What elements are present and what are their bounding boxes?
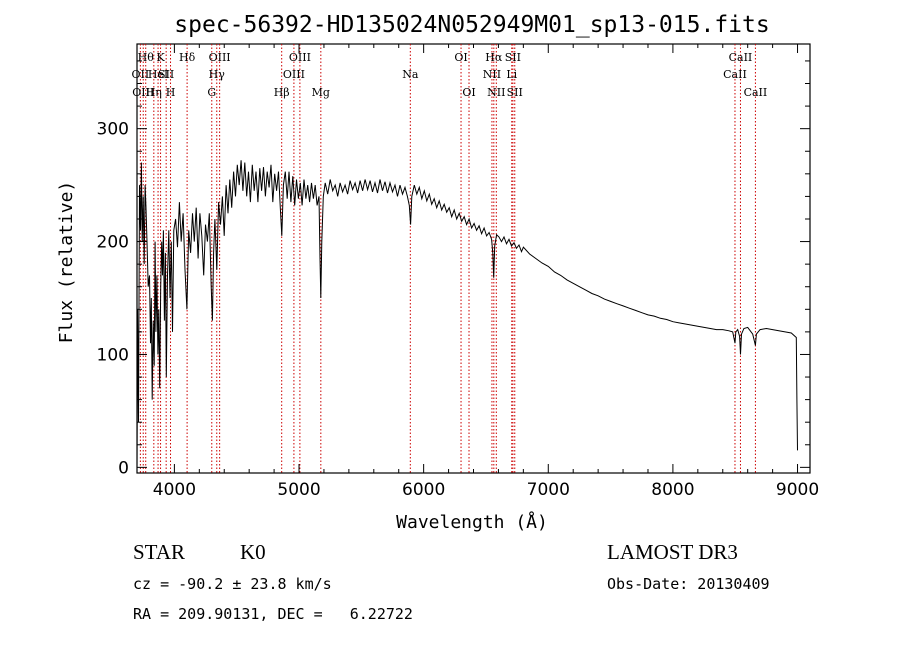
- line-marker-label: CaII: [744, 86, 768, 99]
- y-axis-label: Flux (relative): [56, 181, 77, 344]
- x-tick-label: 9000: [776, 480, 819, 500]
- y-tick-label: 200: [97, 233, 129, 253]
- spectrum-line: [136, 160, 798, 468]
- line-marker-label: Hβ: [274, 86, 290, 99]
- line-marker-label: OI: [454, 51, 467, 64]
- redshift-text: cz = -90.2 ± 23.8 km/s: [133, 575, 332, 593]
- object-class: STAR: [133, 540, 185, 564]
- line-marker-label: CaII: [729, 51, 753, 64]
- y-tick-label: 100: [97, 345, 129, 365]
- line-marker-label: G: [207, 86, 216, 99]
- axis-ticks: 4000 5000 6000 7000 8000 9000 0 100 200 300: [97, 44, 819, 500]
- line-marker-label: Hδ: [179, 51, 196, 64]
- line-marker-label: SII: [505, 51, 521, 64]
- line-marker-label: NII: [483, 68, 501, 81]
- x-tick-label: 8000: [651, 480, 694, 500]
- line-marker-label: SII: [158, 68, 174, 81]
- line-marker-label: Hγ: [209, 68, 226, 81]
- line-marker-label: Na: [402, 68, 419, 81]
- x-tick-label: 7000: [527, 480, 570, 500]
- line-marker-label: CaII: [723, 68, 747, 81]
- object-subclass: K0: [240, 540, 266, 564]
- coordinates-text: RA = 209.90131, DEC = 6.22722: [133, 605, 413, 623]
- line-marker-label: H: [166, 86, 176, 99]
- line-marker-label: OIII: [283, 68, 305, 81]
- obs-date-text: Obs-Date: 20130409: [607, 575, 770, 593]
- line-marker-group: [139, 44, 756, 473]
- x-axis-label: Wavelength (Å): [396, 511, 548, 533]
- x-tick-label: 5000: [277, 480, 320, 500]
- plot-frame: [136, 43, 811, 474]
- line-marker-label: OII: [132, 68, 150, 81]
- line-marker-label: HeI: [148, 68, 168, 81]
- line-marker-label: NII: [487, 86, 505, 99]
- line-marker-label: SII: [507, 86, 523, 99]
- line-marker-label: Hα: [485, 51, 503, 64]
- line-marker-label: OIII: [209, 51, 231, 64]
- line-marker-label: OIII: [289, 51, 311, 64]
- line-marker-label: Hθ: [138, 51, 155, 64]
- line-label-group: OII OIII Hθ Hη HeI K SII H Hδ G Hγ OIII Hβ OIII OIII Mg…: [132, 51, 768, 99]
- line-marker-label: Li: [506, 68, 517, 81]
- line-marker-label: OI: [462, 86, 475, 99]
- survey-name: LAMOST DR3: [607, 540, 738, 564]
- line-marker-label: K: [156, 51, 165, 64]
- y-tick-label: 0: [118, 458, 129, 478]
- x-tick-label: 6000: [402, 480, 445, 500]
- line-marker-label: Hη: [146, 86, 162, 99]
- line-marker-label: Mg: [312, 86, 330, 99]
- x-tick-label: 4000: [153, 480, 196, 500]
- chart-title: spec-56392-HD135024N052949M01_sp13-015.f…: [174, 12, 769, 38]
- y-tick-label: 300: [97, 120, 129, 140]
- line-marker-label: OIII: [132, 86, 154, 99]
